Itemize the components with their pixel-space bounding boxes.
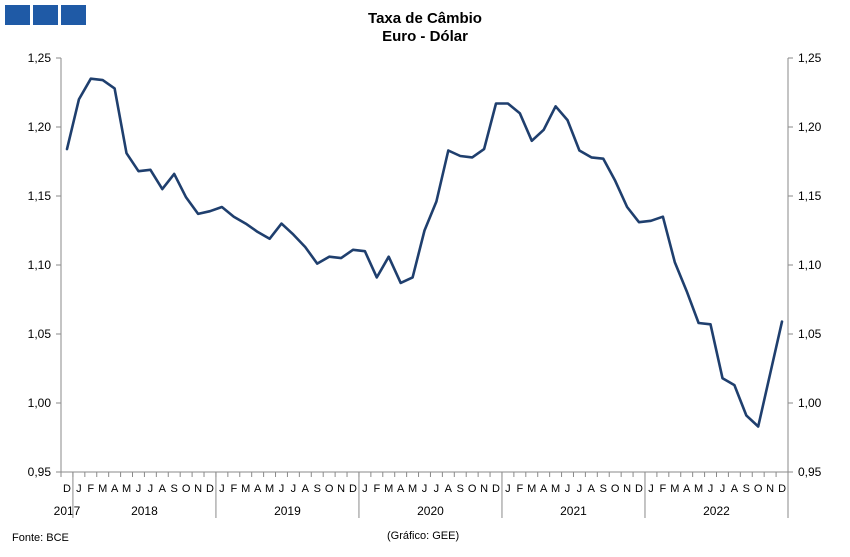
x-month-label: M (551, 483, 560, 495)
x-month-label: O (754, 483, 763, 495)
x-month-label: O (182, 483, 191, 495)
x-month-label: J (291, 483, 297, 495)
chart-title-line2: Euro - Dólar (382, 28, 468, 45)
x-year-label: 2018 (131, 504, 158, 518)
x-month-label: N (480, 483, 488, 495)
x-month-label: J (148, 483, 154, 495)
x-month-label: N (194, 483, 202, 495)
y-tick-label-left: 1,20 (28, 120, 52, 134)
credit-note: (Gráfico: GEE) (387, 530, 460, 542)
x-year-label: 2019 (274, 504, 301, 518)
x-month-label: J (279, 483, 285, 495)
x-month-label: D (63, 483, 71, 495)
x-month-label: S (600, 483, 607, 495)
x-month-label: J (708, 483, 714, 495)
x-month-label: J (565, 483, 571, 495)
x-month-label: J (136, 483, 142, 495)
x-month-label: D (635, 483, 643, 495)
x-month-label: O (468, 483, 477, 495)
x-month-label: M (527, 483, 536, 495)
y-tick-label-right: 1,15 (798, 189, 822, 203)
y-tick-label-left: 1,00 (28, 396, 52, 410)
x-year-label: 2021 (560, 504, 587, 518)
x-month-label: M (694, 483, 703, 495)
x-month-label: S (314, 483, 321, 495)
x-month-label: M (384, 483, 393, 495)
x-month-label: A (397, 483, 405, 495)
x-month-label: J (577, 483, 583, 495)
y-tick-label-right: 0,95 (798, 465, 822, 479)
x-month-label: J (219, 483, 225, 495)
x-month-label: J (648, 483, 654, 495)
x-month-label: J (720, 483, 726, 495)
y-tick-label-right: 1,20 (798, 120, 822, 134)
x-year-label: 2017 (54, 504, 81, 518)
y-tick-label-left: 1,10 (28, 258, 52, 272)
x-month-label: J (362, 483, 368, 495)
x-month-label: M (408, 483, 417, 495)
y-tick-label-right: 1,25 (798, 51, 822, 65)
x-month-label: J (505, 483, 511, 495)
x-month-label: A (731, 483, 739, 495)
x-month-label: D (778, 483, 786, 495)
x-month-label: O (325, 483, 334, 495)
x-month-label: S (171, 483, 178, 495)
x-month-label: M (241, 483, 250, 495)
logo-square (33, 5, 58, 25)
x-month-label: M (98, 483, 107, 495)
y-tick-label-left: 0,95 (28, 465, 52, 479)
chart-title-line1: Taxa de Câmbio (368, 10, 482, 27)
x-month-label: F (516, 483, 523, 495)
logo-square (5, 5, 30, 25)
y-tick-label-left: 1,05 (28, 327, 52, 341)
x-month-label: F (230, 483, 237, 495)
y-tick-label-left: 1,15 (28, 189, 52, 203)
x-month-label: A (254, 483, 262, 495)
brand-logo (5, 5, 86, 25)
x-month-label: D (492, 483, 500, 495)
y-tick-label-right: 1,10 (798, 258, 822, 272)
x-month-label: A (302, 483, 310, 495)
x-month-label: S (743, 483, 750, 495)
x-month-label: O (611, 483, 620, 495)
x-month-label: A (683, 483, 691, 495)
x-month-label: M (265, 483, 274, 495)
chart-title: Taxa de Câmbio Euro - Dólar (0, 10, 850, 46)
x-year-label: 2022 (703, 504, 730, 518)
x-month-label: D (206, 483, 214, 495)
y-tick-label-right: 1,05 (798, 327, 822, 341)
x-month-label: J (434, 483, 440, 495)
x-month-label: N (766, 483, 774, 495)
x-month-label: F (373, 483, 380, 495)
x-month-label: N (337, 483, 345, 495)
series-line (65, 77, 784, 428)
y-tick-label-left: 1,25 (28, 51, 52, 65)
x-month-label: A (540, 483, 548, 495)
x-month-label: A (588, 483, 596, 495)
source-note: Fonte: BCE (12, 532, 69, 544)
x-month-label: F (87, 483, 94, 495)
x-month-label: A (111, 483, 119, 495)
x-month-label: A (159, 483, 167, 495)
x-year-label: 2020 (417, 504, 444, 518)
x-month-label: F (659, 483, 666, 495)
x-month-label: D (349, 483, 357, 495)
x-month-label: J (422, 483, 428, 495)
x-month-label: M (122, 483, 131, 495)
x-month-label: N (623, 483, 631, 495)
x-month-label: S (457, 483, 464, 495)
y-tick-label-right: 1,00 (798, 396, 822, 410)
x-month-label: M (670, 483, 679, 495)
logo-square (61, 5, 86, 25)
x-month-label: J (76, 483, 82, 495)
x-month-label: A (445, 483, 453, 495)
